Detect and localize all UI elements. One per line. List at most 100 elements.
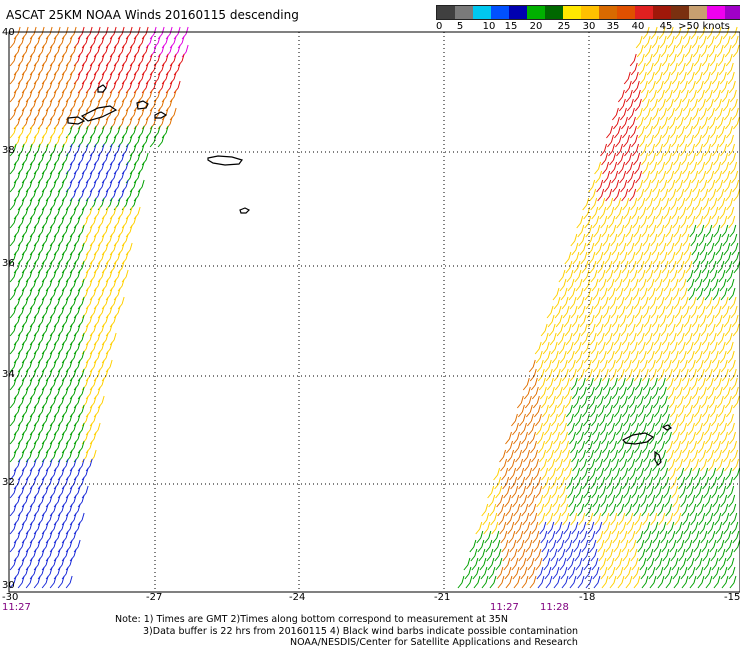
wind-barb	[53, 512, 61, 526]
wind-barb	[604, 458, 612, 472]
wind-barb	[614, 476, 622, 490]
wind-barb	[89, 143, 97, 157]
wind-barb	[596, 251, 604, 265]
wind-barb	[53, 422, 61, 436]
lon-label--24: -24	[289, 592, 306, 603]
wind-barb	[649, 224, 657, 238]
wind-barb	[712, 143, 719, 157]
wind-barb	[597, 539, 605, 553]
wind-barb	[595, 386, 603, 400]
wind-barb	[699, 35, 707, 49]
wind-barb	[9, 233, 17, 247]
wind-barb	[670, 476, 678, 490]
wind-barb	[17, 233, 25, 247]
wind-barb	[702, 341, 710, 355]
wind-barb	[578, 233, 586, 247]
wind-barb	[728, 566, 736, 580]
island-madeira	[621, 432, 655, 445]
wind-barb	[556, 395, 564, 409]
wind-barb	[590, 341, 598, 355]
wind-barb	[721, 152, 729, 166]
wind-barb	[683, 386, 691, 400]
wind-barb	[591, 206, 599, 220]
wind-barb	[660, 44, 668, 58]
wind-barb	[529, 503, 537, 517]
wind-barb	[597, 404, 605, 418]
wind-barb	[57, 431, 65, 445]
wind-barb	[606, 125, 613, 139]
wind-barb	[707, 521, 715, 535]
wind-barb	[45, 170, 53, 184]
wind-barb	[73, 449, 81, 463]
wind-barb	[65, 521, 73, 535]
wind-barb	[41, 287, 49, 301]
wind-barb	[483, 521, 491, 535]
wind-barb	[560, 422, 567, 436]
wind-barb	[722, 377, 730, 391]
wind-barb	[619, 449, 627, 463]
wind-barb	[603, 449, 611, 463]
wind-barb	[582, 548, 590, 562]
wind-barb	[85, 422, 93, 436]
wind-barb	[679, 206, 687, 220]
wind-barb	[137, 35, 145, 49]
wind-barb	[41, 107, 49, 121]
wind-barb	[585, 224, 593, 238]
wind-barb	[105, 35, 113, 49]
wind-barb	[109, 242, 117, 256]
wind-barb	[33, 539, 41, 553]
wind-barb	[157, 134, 165, 148]
wind-barb	[541, 539, 549, 553]
wind-barb	[681, 575, 689, 589]
wind-barb	[89, 161, 97, 175]
wind-barb	[635, 449, 643, 463]
wind-barb	[542, 341, 550, 355]
wind-barb	[37, 116, 45, 130]
wind-barb	[728, 422, 735, 436]
wind-barb	[25, 305, 33, 319]
wind-barb	[709, 467, 717, 481]
wind-barb	[709, 332, 717, 346]
wind-barb	[157, 80, 165, 94]
wind-barb	[101, 278, 109, 292]
wind-barb	[41, 143, 49, 157]
wind-barb	[77, 260, 85, 274]
wind-barb	[69, 440, 77, 454]
wind-barb	[479, 557, 487, 571]
wind-barb	[508, 458, 516, 472]
wind-barb	[596, 323, 604, 337]
wind-barb	[608, 215, 616, 229]
wind-barb	[678, 197, 686, 211]
wind-barb	[607, 413, 614, 427]
wind-barb	[560, 494, 568, 508]
wind-barb	[666, 161, 674, 175]
wind-barb	[556, 530, 564, 544]
wind-barb	[536, 359, 544, 373]
wind-barb	[53, 386, 61, 400]
wind-barb	[577, 431, 584, 445]
wind-barb	[719, 278, 727, 292]
wind-barb	[57, 305, 65, 319]
wind-barb	[561, 431, 568, 445]
wind-barb	[661, 116, 668, 130]
wind-barb	[117, 80, 125, 94]
wind-barb	[634, 161, 642, 175]
wind-barb	[21, 152, 29, 166]
wind-barb	[169, 107, 177, 121]
wind-barb	[85, 44, 93, 58]
wind-barb	[519, 413, 526, 427]
wind-barb	[674, 512, 682, 526]
wind-barb	[93, 404, 101, 418]
wind-barb	[590, 548, 598, 562]
wind-barb	[93, 134, 101, 148]
wind-barb	[605, 467, 613, 481]
wind-barb	[613, 539, 621, 553]
note-line-2: 3)Data buffer is 22 hrs from 20160115 4)…	[143, 625, 579, 637]
wind-barb	[722, 440, 729, 454]
wind-barb	[41, 305, 49, 319]
wind-barb	[97, 359, 105, 373]
wind-barb	[650, 233, 658, 247]
wind-barb	[69, 314, 77, 328]
wind-barb	[9, 323, 17, 337]
wind-barb	[101, 116, 109, 130]
